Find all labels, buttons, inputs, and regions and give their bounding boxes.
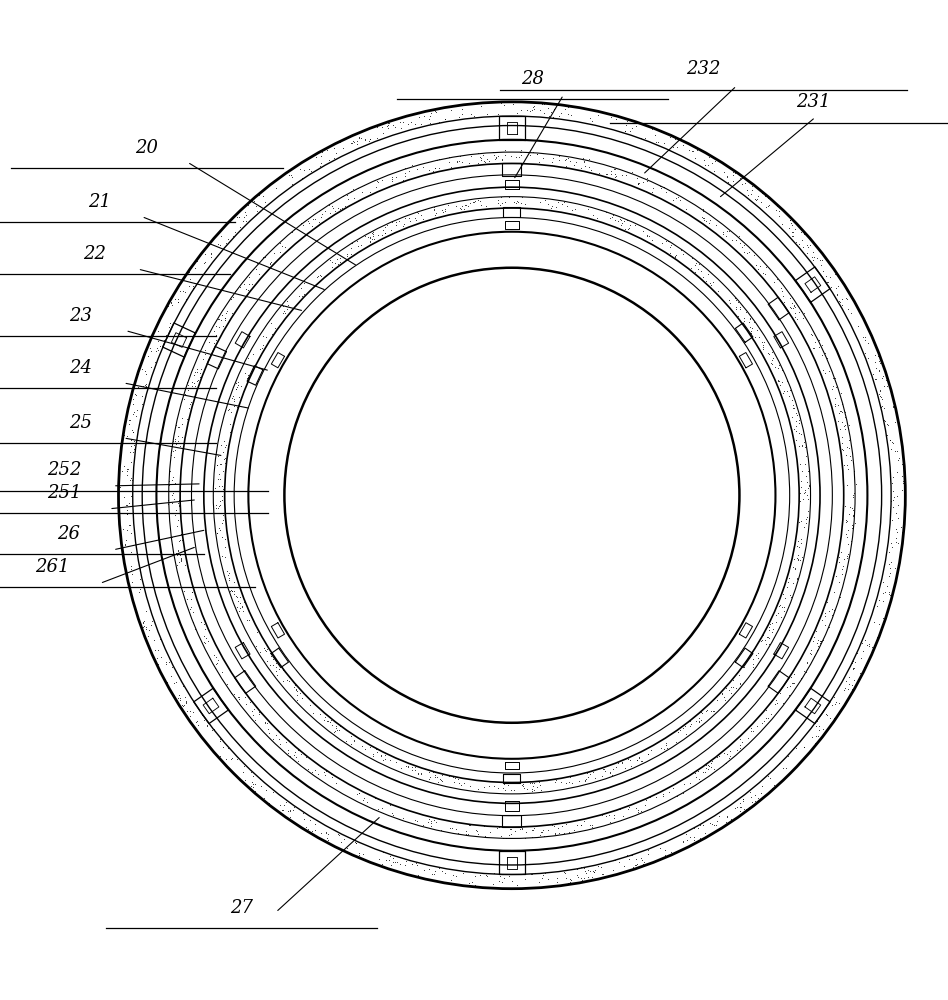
Text: 251: 251 — [47, 484, 82, 502]
Text: 20: 20 — [136, 139, 158, 157]
Text: 24: 24 — [69, 359, 92, 377]
Text: 22: 22 — [83, 245, 106, 263]
Text: 26: 26 — [57, 525, 80, 543]
Text: 232: 232 — [686, 60, 720, 78]
Text: 261: 261 — [35, 558, 69, 576]
Text: 231: 231 — [796, 93, 830, 111]
Text: 21: 21 — [88, 193, 111, 211]
Text: 23: 23 — [69, 307, 92, 325]
Text: 27: 27 — [230, 899, 253, 917]
Text: 28: 28 — [521, 70, 544, 88]
Text: 25: 25 — [69, 414, 92, 432]
Text: 252: 252 — [47, 461, 82, 479]
